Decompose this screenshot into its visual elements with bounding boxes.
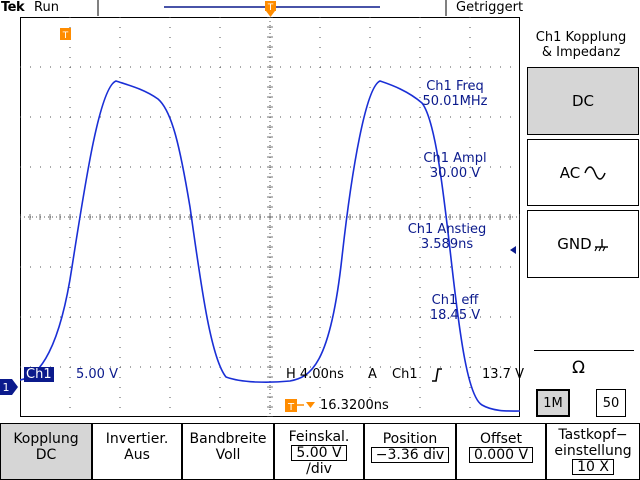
menu-value: 10 X [572, 459, 614, 475]
menu-kopplung-button[interactable]: Kopplung DC [0, 423, 92, 480]
measurement-label: Ch1 Anstieg [407, 222, 487, 237]
coupling-dc-label: DC [571, 92, 595, 110]
trigger-delay-readout: 16.3200ns [320, 398, 389, 413]
ground-icon [594, 239, 608, 252]
trigger-mode: A [368, 367, 377, 382]
ch1-ground-marker-icon[interactable]: 1 [0, 378, 20, 396]
sine-wave-icon [584, 165, 606, 180]
impedance-1m-button[interactable]: 1M [536, 389, 570, 417]
waveform-display[interactable]: T [20, 17, 520, 417]
menu-offset-button[interactable]: Offset 0.000 V [456, 423, 546, 480]
coupling-gnd-label: GND [557, 235, 592, 253]
rising-edge-icon [432, 368, 442, 382]
menu-label: Offset [479, 431, 523, 447]
menu-label: Tastkopf− [558, 427, 628, 443]
menu-label: Position [382, 431, 438, 447]
measurement-label: Ch1 Freq [426, 79, 484, 94]
menu-fine-scale-button[interactable]: Feinskal. 5.00 V /div [274, 423, 364, 480]
svg-text:T: T [267, 3, 274, 13]
record-position-bar: T [97, 0, 447, 17]
svg-text:1: 1 [3, 381, 10, 394]
ch1-waveform-trace [20, 80, 520, 412]
measurement-ch1-ampl: Ch1 Ampl 30.00 V [390, 151, 520, 181]
measurement-value: 3.589ns [420, 237, 474, 252]
channel-scale: 5.00 V [76, 367, 118, 382]
menu-invert-button[interactable]: Invertier. Aus [92, 423, 182, 480]
menu-label: Bandbreite [189, 431, 267, 447]
measurement-value: 18.45 V [429, 308, 481, 323]
impedance-divider [534, 350, 634, 351]
menu-bandwidth-button[interactable]: Bandbreite Voll [182, 423, 274, 480]
coupling-dc-button[interactable]: DC [527, 67, 639, 135]
trigger-state: Getriggert [456, 0, 524, 15]
trigger-level: 13.7 V [482, 367, 524, 382]
svg-text:T: T [287, 402, 295, 413]
trigger-delay-icon: T [285, 399, 315, 413]
menu-value: −3.36 div [370, 447, 450, 463]
trigger-delay-marker-icon: T [60, 28, 71, 41]
impedance-50-button[interactable]: 50 [596, 389, 626, 417]
menu-value: 5.00 V [291, 445, 347, 461]
graticule [20, 17, 520, 417]
side-menu-title-line: & Impedanz [541, 45, 621, 60]
side-menu-title-line: Ch1 Kopplung [535, 30, 627, 45]
impedance-symbol: Ω [572, 358, 585, 378]
trigger-channel: Ch1 [392, 367, 418, 382]
menu-unit: /div [306, 461, 332, 477]
measurement-ch1-rise: Ch1 Anstieg 3.589ns [382, 222, 512, 252]
channel-label: Ch1 [24, 367, 54, 382]
menu-position-button[interactable]: Position −3.36 div [364, 423, 456, 480]
menu-value: DC [35, 447, 57, 463]
svg-text:T: T [62, 31, 69, 41]
measurement-label: Ch1 Ampl [423, 151, 487, 166]
menu-value: 0.000 V [468, 447, 534, 463]
timebase-readout: H 4.00ns [286, 367, 344, 382]
menu-label: einstellung [554, 443, 632, 459]
acquisition-status: Run [34, 0, 59, 15]
menu-value: Voll [215, 447, 241, 463]
menu-label: Kopplung [13, 431, 79, 447]
menu-value: Aus [124, 447, 150, 463]
menu-label: Invertier. [105, 431, 169, 447]
trigger-position-top-icon: T [265, 1, 276, 17]
coupling-gnd-button[interactable]: GND [527, 210, 639, 278]
measurement-value: 50.01MHz [422, 94, 488, 109]
measurement-ch1-rms: Ch1 eff 18.45 V [390, 293, 520, 323]
coupling-ac-label: AC [559, 163, 581, 182]
brand-logo: Tek [1, 0, 25, 15]
menu-probe-setup-button[interactable]: Tastkopf− einstellung 10 X [546, 423, 640, 480]
measurement-ch1-freq: Ch1 Freq 50.01MHz [390, 79, 520, 109]
menu-label: Feinskal. [288, 429, 350, 445]
measurement-label: Ch1 eff [431, 293, 479, 308]
trigger-level-arrow-icon [510, 246, 516, 254]
side-menu-title: Ch1 Kopplung & Impedanz [522, 30, 640, 60]
measurement-value: 30.00 V [429, 166, 481, 181]
coupling-ac-button[interactable]: AC [527, 139, 639, 206]
